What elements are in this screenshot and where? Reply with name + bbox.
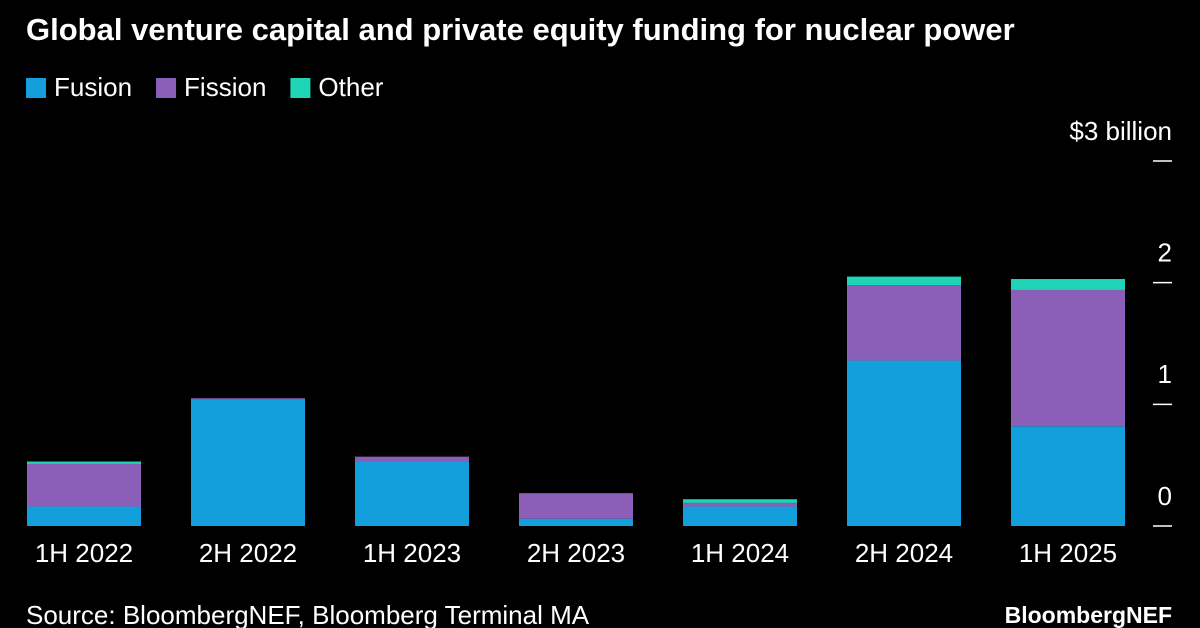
bar-segment bbox=[683, 502, 797, 507]
chart-title: Global venture capital and private equit… bbox=[26, 12, 1015, 47]
bar-segment bbox=[355, 456, 469, 462]
legend-swatch bbox=[156, 78, 177, 98]
legend-swatch bbox=[290, 78, 311, 98]
bar-segment bbox=[683, 499, 797, 503]
bar-segment bbox=[27, 506, 141, 526]
y-tick-label: 1 bbox=[1158, 359, 1172, 389]
bar-segment bbox=[27, 461, 141, 464]
legend-swatch bbox=[26, 78, 46, 98]
y-tick-label: 2 bbox=[1158, 238, 1172, 268]
bar-segment bbox=[27, 463, 141, 507]
bar-segment bbox=[1011, 289, 1125, 427]
x-tick-label: 1H 2024 bbox=[691, 538, 789, 568]
brand: BloombergNEF bbox=[1005, 602, 1172, 628]
bar-segment bbox=[847, 285, 961, 361]
bar-segment bbox=[355, 461, 469, 526]
legend-label: Other bbox=[318, 72, 383, 102]
x-tick-label: 2H 2022 bbox=[199, 538, 297, 568]
bar-segment bbox=[519, 518, 633, 526]
legend-label: Fission bbox=[184, 72, 266, 102]
bar-segment bbox=[519, 493, 633, 519]
x-tick-label: 1H 2022 bbox=[35, 538, 133, 568]
y-tick-label: $3 billion bbox=[1069, 116, 1172, 146]
x-tick-label: 1H 2025 bbox=[1019, 538, 1117, 568]
bar-segment bbox=[847, 360, 961, 526]
bar-segment bbox=[683, 506, 797, 526]
bar-segment bbox=[191, 399, 305, 526]
bar-segment bbox=[847, 276, 961, 286]
x-tick-label: 2H 2024 bbox=[855, 538, 953, 568]
x-tick-label: 2H 2023 bbox=[527, 538, 625, 568]
bar-segment bbox=[1011, 426, 1125, 526]
legend-label: Fusion bbox=[54, 72, 132, 102]
source: Source: BloombergNEF, Bloomberg Terminal… bbox=[26, 600, 590, 628]
y-tick-label: 0 bbox=[1158, 481, 1172, 511]
bar-segment bbox=[1011, 279, 1125, 290]
bar-segment bbox=[191, 398, 305, 400]
x-tick-label: 1H 2023 bbox=[363, 538, 461, 568]
